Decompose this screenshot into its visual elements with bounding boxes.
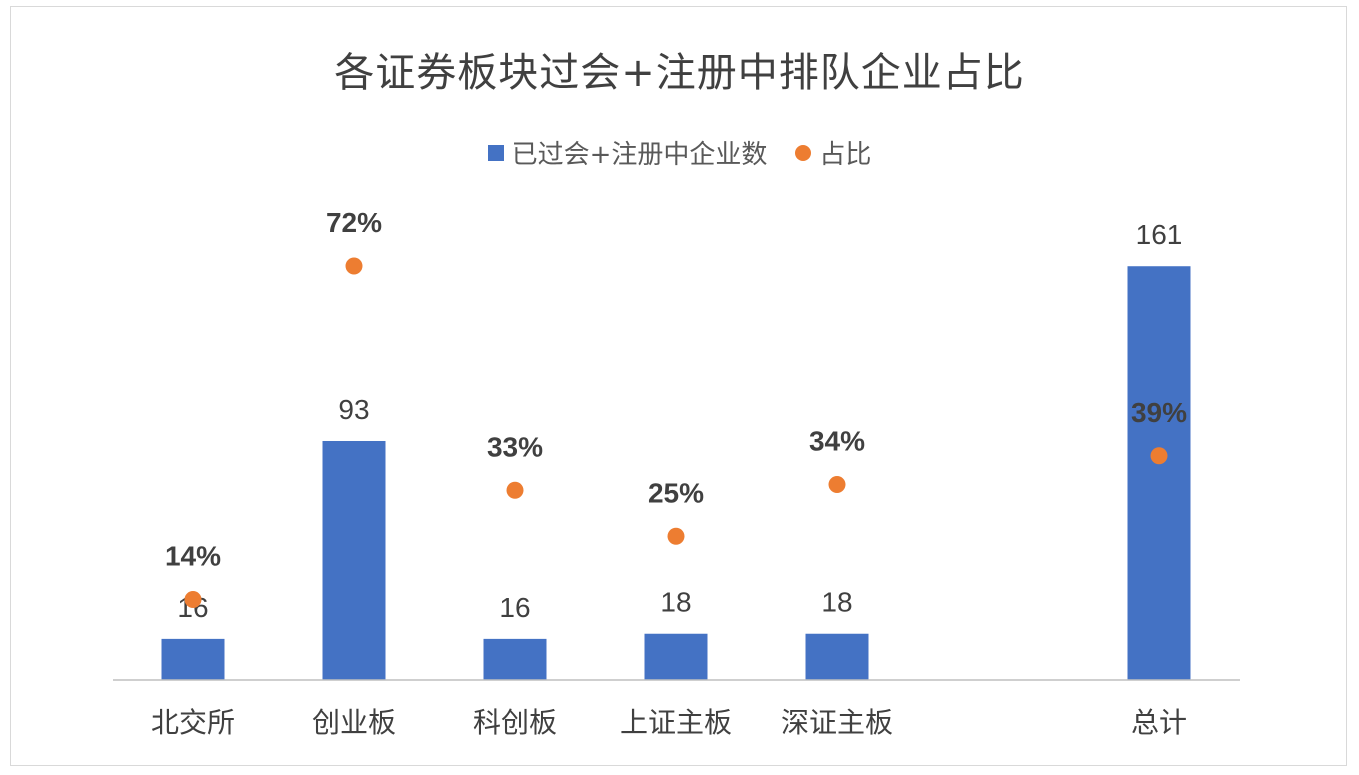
bar-value-label-4: 18 xyxy=(821,587,852,618)
bar-2 xyxy=(483,638,547,680)
bar-value-label-5: 161 xyxy=(1136,219,1183,250)
legend-label-ratio: 占比 xyxy=(819,140,872,170)
bar-0 xyxy=(161,638,225,680)
ratio-label-1: 72% xyxy=(326,207,382,238)
ratio-label-0: 14% xyxy=(165,541,221,572)
bar-4 xyxy=(805,633,869,680)
chart-legend: 已过会+注册中企业数 占比 xyxy=(0,134,1359,171)
category-label-5: 总计 xyxy=(1131,706,1187,739)
category-label-1: 创业板 xyxy=(312,706,396,739)
bar-3 xyxy=(644,633,708,680)
legend-swatch-ratio xyxy=(795,144,812,161)
bar-value-label-3: 18 xyxy=(660,587,691,618)
ratio-label-3: 25% xyxy=(648,477,704,508)
ratio-point-0 xyxy=(184,591,202,608)
ratio-point-1 xyxy=(345,257,363,275)
category-label-4: 深证主板 xyxy=(781,706,893,739)
ratio-label-4: 34% xyxy=(809,426,865,457)
ratio-point-3 xyxy=(667,527,685,545)
ratio-point-2 xyxy=(506,481,524,499)
category-label-3: 上证主板 xyxy=(620,706,732,739)
ratio-point-5 xyxy=(1150,447,1168,465)
legend-item-bars: 已过会+注册中企业数 xyxy=(487,134,768,171)
bar-value-label-2: 16 xyxy=(499,592,530,623)
category-label-0: 北交所 xyxy=(151,706,235,739)
ratio-point-4 xyxy=(828,476,846,493)
ratio-label-5: 39% xyxy=(1131,397,1187,428)
chart-title: 各证券板块过会+注册中排队企业占比 xyxy=(334,50,1025,96)
bar-1 xyxy=(322,440,386,680)
bar-value-label-1: 93 xyxy=(338,394,369,425)
category-label-2: 科创板 xyxy=(473,706,557,739)
bar-5 xyxy=(1127,266,1191,680)
legend-item-ratio: 占比 xyxy=(795,134,871,171)
legend-swatch-bars xyxy=(487,144,504,161)
ratio-label-2: 33% xyxy=(487,431,543,462)
legend-label-bars: 已过会+注册中企业数 xyxy=(511,140,768,170)
